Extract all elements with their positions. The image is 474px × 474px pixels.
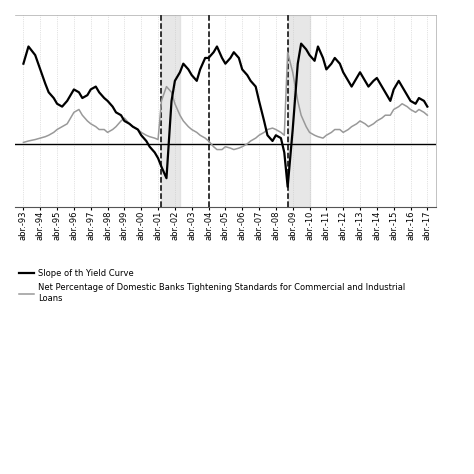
Bar xyxy=(162,15,180,207)
Bar xyxy=(288,15,310,207)
Legend: Slope of th Yield Curve, Net Percentage of Domestic Banks Tightening Standards f: Slope of th Yield Curve, Net Percentage … xyxy=(19,269,406,303)
